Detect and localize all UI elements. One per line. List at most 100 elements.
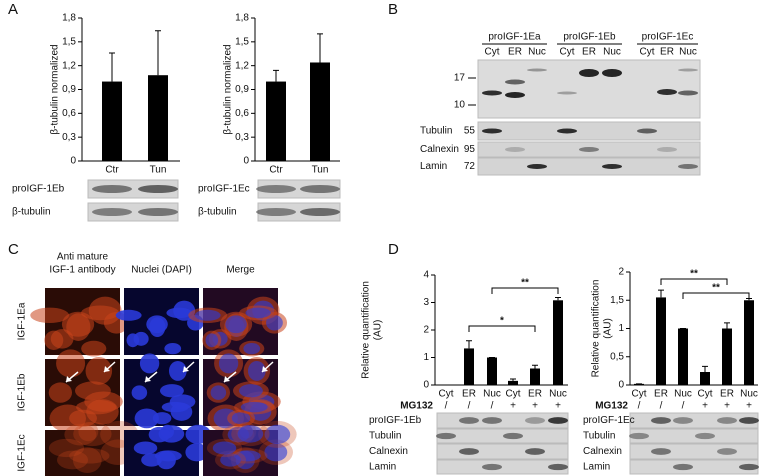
strip-kda: 95 [464, 144, 476, 155]
blot-band [579, 69, 599, 77]
blot-band [657, 147, 677, 152]
blot-band [525, 417, 545, 424]
y-tick-label: 0,9 [235, 84, 249, 95]
nucleus [152, 412, 172, 425]
x-tick-label: Ctr [105, 165, 119, 176]
blot-band [739, 417, 759, 424]
significance-bracket [682, 292, 750, 299]
treatment-value: + [702, 401, 708, 412]
treatment-label: MG132 [400, 401, 433, 412]
nucleus [185, 443, 209, 462]
treatment-value: + [532, 401, 538, 412]
x-tick-label: ER [528, 389, 542, 400]
nucleus [159, 384, 184, 398]
y-axis-label: Relative quantification [361, 281, 372, 379]
blot-band [92, 184, 132, 194]
nucleus [212, 441, 237, 455]
strip-kda: 72 [464, 161, 476, 172]
x-tick-label: Tun [150, 165, 167, 176]
blot-band [548, 463, 568, 471]
blot-band [300, 207, 340, 217]
nucleus [238, 384, 263, 398]
blot-band [300, 184, 340, 194]
cell-signal [75, 381, 111, 401]
treatment-value: / [660, 401, 663, 412]
blot-band [717, 448, 737, 455]
blot-band [505, 147, 525, 152]
arrow-head [145, 376, 151, 382]
blot-band [678, 68, 698, 72]
significance-label: ** [521, 278, 529, 289]
y-tick-label: 0,6 [62, 108, 76, 119]
treatment-value: / [468, 401, 471, 412]
arrow-head [183, 366, 189, 372]
blot-band [602, 164, 622, 169]
blot-band [256, 207, 296, 217]
blot-strip [477, 121, 701, 141]
lane-label: ER [582, 47, 596, 58]
error-bar [658, 289, 664, 298]
marker-label: 10 [454, 100, 466, 111]
arrow-head [262, 366, 268, 372]
micrograph [45, 430, 120, 476]
nucleus [264, 443, 288, 462]
bar [744, 300, 754, 385]
nucleus [133, 441, 158, 455]
x-tick-label: Nuc [483, 389, 501, 400]
error-bar [555, 297, 561, 301]
cell-signal [56, 450, 89, 470]
bar [266, 81, 286, 161]
y-tick-label: 3 [423, 297, 429, 308]
blot-band [138, 207, 178, 217]
y-tick-label: 0,9 [62, 84, 76, 95]
row-label: IGF-1Eb [17, 373, 28, 411]
nucleus [194, 309, 221, 321]
lane-label: ER [660, 47, 674, 58]
y-tick-label: 2 [423, 325, 429, 336]
blot-band [739, 463, 759, 471]
cell-signal [30, 307, 70, 324]
nucleus [264, 424, 291, 445]
y-tick-label: 1,2 [235, 60, 249, 71]
cell-signal [73, 421, 112, 447]
treatment-value: + [510, 401, 516, 412]
error-bar [109, 52, 115, 82]
y-tick-label: 1,8 [62, 13, 76, 24]
y-tick-label: 1,2 [62, 60, 76, 71]
significance-bracket [491, 287, 559, 294]
y-tick-label: 4 [423, 270, 429, 281]
y-tick-label: 1,5 [62, 36, 76, 47]
bar [700, 372, 710, 385]
nucleus [134, 408, 159, 429]
strip-label: Lamin [420, 161, 447, 172]
nucleus [139, 353, 160, 374]
panel-label: D [388, 241, 399, 258]
x-tick-label: ER [654, 389, 668, 400]
y-axis-label: β-tubulin normalized [223, 44, 234, 134]
blot-band [505, 79, 525, 85]
blot-label: Calnexin [583, 446, 622, 457]
blot-main [477, 59, 701, 119]
significance-label: * [500, 316, 504, 327]
blot-band [503, 432, 523, 440]
blot-strip [436, 428, 569, 444]
nucleus [218, 353, 239, 374]
y-tick-label: 0 [70, 156, 76, 167]
group-label: proIGF-1Ea [488, 32, 541, 43]
bar [487, 357, 497, 385]
y-tick-label: 0 [618, 380, 624, 391]
significance-label: ** [690, 269, 698, 280]
cell-signal [76, 399, 117, 415]
column-header: IGF-1 antibody [49, 265, 115, 276]
cell-signal [56, 349, 86, 378]
blot-band [579, 147, 599, 152]
blot-label: Lamin [369, 462, 396, 473]
x-tick-label: Cyt [439, 389, 454, 400]
treatment-value: + [746, 401, 752, 412]
blot-band [482, 128, 502, 134]
nucleus [126, 333, 140, 348]
blot-band [695, 432, 715, 440]
row-label: IGF-1Ea [17, 302, 28, 340]
row-label: IGF-1Ec [17, 434, 28, 471]
